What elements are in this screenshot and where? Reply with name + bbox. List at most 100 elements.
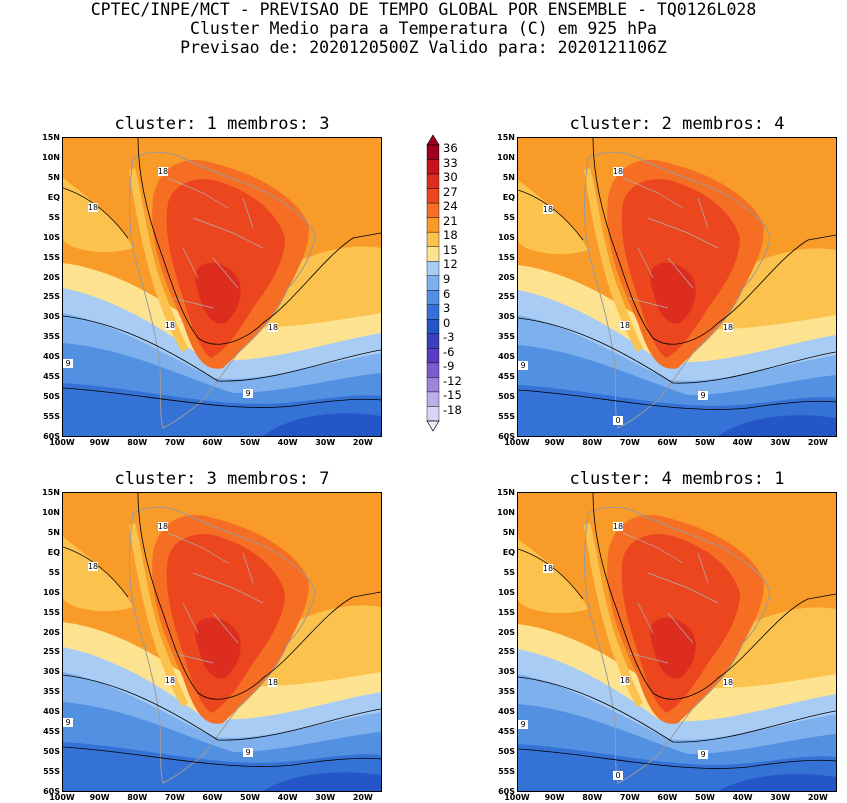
lon-tick-label: 80W [582, 438, 603, 447]
andes-strip [129, 523, 188, 707]
lat-tick-label: 15N [42, 488, 60, 497]
map-panel-cluster-1: cluster: 1 membros: 3 18 18 18 18 9 9 [62, 114, 382, 444]
color-legend: 36 33 30 27 24 21 18 15 12 9 6 3 0 -3 -6 -9 -12 -15 -18 [423, 133, 483, 443]
lon-tick-label: 40W [732, 793, 753, 802]
legend-swatch [426, 377, 440, 393]
legend-swatch [426, 217, 440, 233]
contour-label-18: 18 [723, 323, 733, 332]
map-panel-cluster-4: cluster: 4 membros: 1 18 18 18 18 9 9 0 [517, 469, 837, 799]
header-line-1: CPTEC/INPE/MCT - PREVISAO DE TEMPO GLOBA… [90, 0, 757, 19]
contour-18 [137, 138, 381, 345]
legend-level-label: 36 [443, 141, 458, 156]
lon-tick-label: 70W [164, 793, 185, 802]
contour-label-9: 9 [65, 359, 70, 368]
map-panel-cluster-3: cluster: 3 membros: 7 18 18 18 18 9 9 [62, 469, 382, 799]
band-neg [718, 415, 836, 436]
lat-tick-label: 25S [43, 292, 60, 302]
color-legend-bar [426, 134, 440, 432]
contour-label-9: 9 [245, 389, 250, 398]
lat-tick-label: 20S [43, 272, 60, 282]
legend-level-label: 30 [443, 170, 458, 185]
lat-tick-label: 10S [498, 232, 515, 242]
lat-tick-label: 60S [498, 432, 515, 441]
lat-tick-label: 45S [498, 372, 515, 382]
contour-label-18: 18 [158, 167, 168, 176]
lat-tick-label: 40S [498, 707, 515, 717]
legend-swatch [426, 261, 440, 276]
map-panel-cluster-2: cluster: 2 membros: 4 18 18 18 18 9 9 0 [517, 114, 837, 444]
legend-level-label: -9 [443, 359, 455, 374]
lat-tick-label: 5N [502, 527, 515, 537]
band-15-18-west [63, 537, 133, 612]
legend-swatch [426, 362, 440, 378]
lat-tick-label: 35S [498, 332, 515, 342]
legend-swatch [426, 202, 440, 218]
lon-tick-label: 70W [619, 438, 640, 447]
contour-label-18: 18 [613, 522, 623, 531]
band-15-18-west [63, 178, 133, 253]
legend-swatch [426, 348, 440, 364]
lon-tick-label: 60W [202, 793, 223, 802]
lat-tick-label: 60S [498, 787, 515, 796]
lon-tick-label: 20W [352, 793, 373, 802]
lon-tick-label: 90W [89, 793, 110, 802]
lon-tick-label: 70W [619, 793, 640, 802]
lat-tick-label: 40S [43, 707, 60, 717]
legend-level-label: 33 [443, 155, 458, 170]
lat-tick-label: 20S [498, 627, 515, 637]
lon-tick-label: 80W [127, 438, 148, 447]
lon-tick-label: 60W [657, 438, 678, 447]
contour-0 [63, 387, 381, 408]
lat-tick-label: 25S [498, 647, 515, 657]
contour-label-9: 9 [65, 718, 70, 727]
lat-tick-label: 60S [43, 787, 60, 796]
legend-level-label: 3 [443, 301, 451, 316]
lat-tick-label: 30S [43, 667, 60, 677]
contour-9 [63, 315, 381, 382]
contour-label-18: 18 [165, 676, 175, 685]
contour-18-west [63, 546, 129, 598]
legend-swatch [426, 333, 440, 349]
lon-tick-label: 40W [732, 438, 753, 447]
lon-tick-label: 20W [807, 438, 828, 447]
temperature-map: 18 18 18 18 9 9 0 [518, 138, 836, 436]
contour-label-18: 18 [165, 321, 175, 330]
lat-tick-label: 5N [502, 172, 515, 182]
map-area: 18 18 18 18 9 9 0 [517, 492, 837, 792]
lon-tick-label: 60W [657, 793, 678, 802]
andes-strip [129, 168, 188, 352]
lon-tick-label: 50W [695, 793, 715, 802]
lon-tick-label: 100W [49, 438, 75, 447]
country-borders [622, 177, 719, 309]
contour-0 [63, 746, 381, 767]
legend-level-label: 9 [443, 272, 451, 286]
lon-tick-label: 50W [240, 438, 260, 447]
contour-18 [592, 138, 836, 345]
lat-tick-label: 15S [43, 252, 60, 262]
contour-label-18: 18 [88, 203, 98, 212]
lat-tick-label: 15N [42, 133, 60, 142]
legend-swatch [426, 304, 440, 320]
legend-swatch [426, 159, 440, 175]
lat-tick-label: 10N [42, 152, 60, 162]
lat-tick-label: 15S [43, 607, 60, 617]
lat-tick-label: 10N [497, 507, 515, 517]
lat-tick-label: 30S [43, 312, 60, 322]
lat-tick-label: 5S [503, 567, 515, 577]
contour-0 [518, 748, 836, 769]
lat-tick-label: 30S [498, 667, 515, 677]
legend-level-label: -6 [443, 344, 455, 359]
band-neg [718, 774, 836, 791]
lat-tick-label: 10N [497, 152, 515, 162]
lat-tick-label: 5N [47, 172, 60, 182]
coastline [128, 151, 316, 429]
contour-label-18: 18 [268, 323, 278, 332]
contour-18-west [518, 189, 584, 241]
legend-level-label: -12 [443, 373, 462, 388]
legend-level-label: 18 [443, 228, 458, 243]
lat-tick-label: 20S [498, 272, 515, 282]
contour-label-18: 18 [613, 167, 623, 176]
andes-strip [584, 523, 643, 707]
temperature-map: 18 18 18 18 9 9 [63, 138, 381, 436]
map-area: 18 18 18 18 9 9 0 [517, 137, 837, 437]
